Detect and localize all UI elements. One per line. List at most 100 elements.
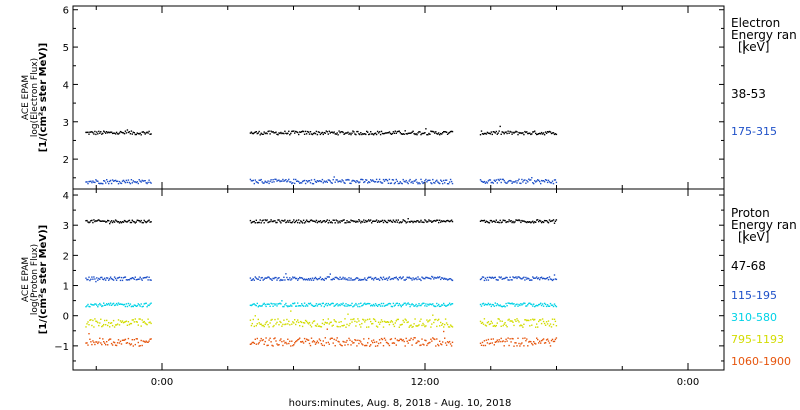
data-point	[362, 344, 364, 346]
data-point	[85, 220, 87, 222]
data-point	[315, 325, 318, 327]
data-point	[429, 319, 431, 321]
data-point	[366, 326, 368, 328]
data-point	[443, 131, 445, 133]
data-point	[102, 132, 104, 135]
data-point	[500, 305, 502, 307]
data-point	[420, 279, 422, 282]
data-point	[321, 278, 324, 280]
data-point	[333, 338, 335, 341]
data-point	[264, 323, 266, 326]
data-point	[148, 276, 150, 278]
data-point	[338, 303, 340, 306]
data-point	[444, 131, 446, 133]
data-point	[269, 322, 271, 324]
data-point	[110, 304, 113, 306]
data-point	[496, 339, 498, 341]
data-point	[524, 337, 526, 339]
data-point	[410, 181, 412, 184]
data-point	[283, 340, 285, 342]
data-point	[305, 278, 308, 280]
data-point	[112, 180, 115, 182]
data-point	[114, 219, 117, 221]
data-point	[533, 319, 535, 321]
data-point	[129, 322, 132, 325]
data-point	[394, 130, 396, 132]
data-point	[136, 181, 138, 183]
data-point	[403, 219, 405, 222]
data-point	[520, 303, 522, 305]
data-point	[509, 220, 511, 223]
data-point	[94, 318, 96, 320]
time-axis: 0:00 12:00 0:00	[151, 377, 699, 388]
data-point	[389, 182, 392, 185]
data-point	[105, 182, 107, 184]
data-point	[267, 276, 269, 278]
data-point	[432, 220, 434, 223]
data-point	[278, 344, 280, 346]
data-point	[288, 221, 290, 223]
data-point	[302, 219, 305, 221]
data-point	[402, 319, 404, 322]
data-point	[538, 133, 540, 135]
data-point	[497, 341, 499, 343]
data-point	[130, 305, 133, 308]
data-point	[118, 342, 121, 344]
data-point	[320, 132, 323, 134]
data-point	[319, 303, 322, 305]
data-point	[324, 337, 326, 339]
data-point	[507, 279, 509, 281]
data-point	[259, 279, 261, 281]
data-point	[88, 276, 90, 278]
data-point	[387, 343, 390, 345]
data-point	[262, 339, 264, 341]
data-point	[309, 344, 312, 347]
data-point	[420, 219, 422, 222]
data-point	[298, 305, 300, 307]
data-point	[412, 130, 414, 132]
data-point	[538, 277, 540, 279]
data-point	[498, 276, 500, 278]
data-point	[480, 219, 483, 222]
data-point	[387, 321, 390, 323]
data-point	[277, 277, 279, 280]
data-point	[486, 131, 489, 134]
data-point	[323, 344, 325, 347]
data-point	[395, 320, 397, 322]
data-point	[313, 305, 316, 307]
data-point	[306, 130, 309, 133]
data-point	[540, 304, 543, 307]
data-point	[493, 179, 495, 181]
data-point	[384, 178, 387, 181]
data-point	[299, 222, 301, 224]
data-point	[417, 340, 419, 342]
data-point	[129, 303, 132, 305]
data-point	[420, 318, 422, 320]
data-point	[512, 131, 514, 134]
data-point	[389, 219, 392, 222]
data-point	[537, 305, 539, 307]
series-points	[85, 300, 558, 308]
data-point	[268, 221, 270, 223]
data-point	[108, 339, 110, 341]
data-point	[551, 180, 554, 182]
data-point	[382, 302, 385, 305]
data-point	[260, 178, 262, 181]
data-point	[337, 278, 339, 280]
data-point	[278, 132, 280, 134]
data-point	[535, 132, 537, 135]
data-point	[109, 338, 112, 340]
data-point	[447, 132, 450, 134]
data-point	[280, 321, 282, 324]
data-point	[142, 131, 144, 133]
data-point	[287, 338, 289, 340]
data-point	[510, 131, 512, 133]
data-point	[392, 219, 395, 221]
data-point	[529, 132, 531, 134]
data-point	[397, 279, 399, 281]
data-point	[438, 318, 440, 321]
data-point	[133, 321, 135, 323]
data-point	[425, 303, 427, 305]
data-point	[550, 182, 553, 184]
data-point	[114, 304, 117, 306]
